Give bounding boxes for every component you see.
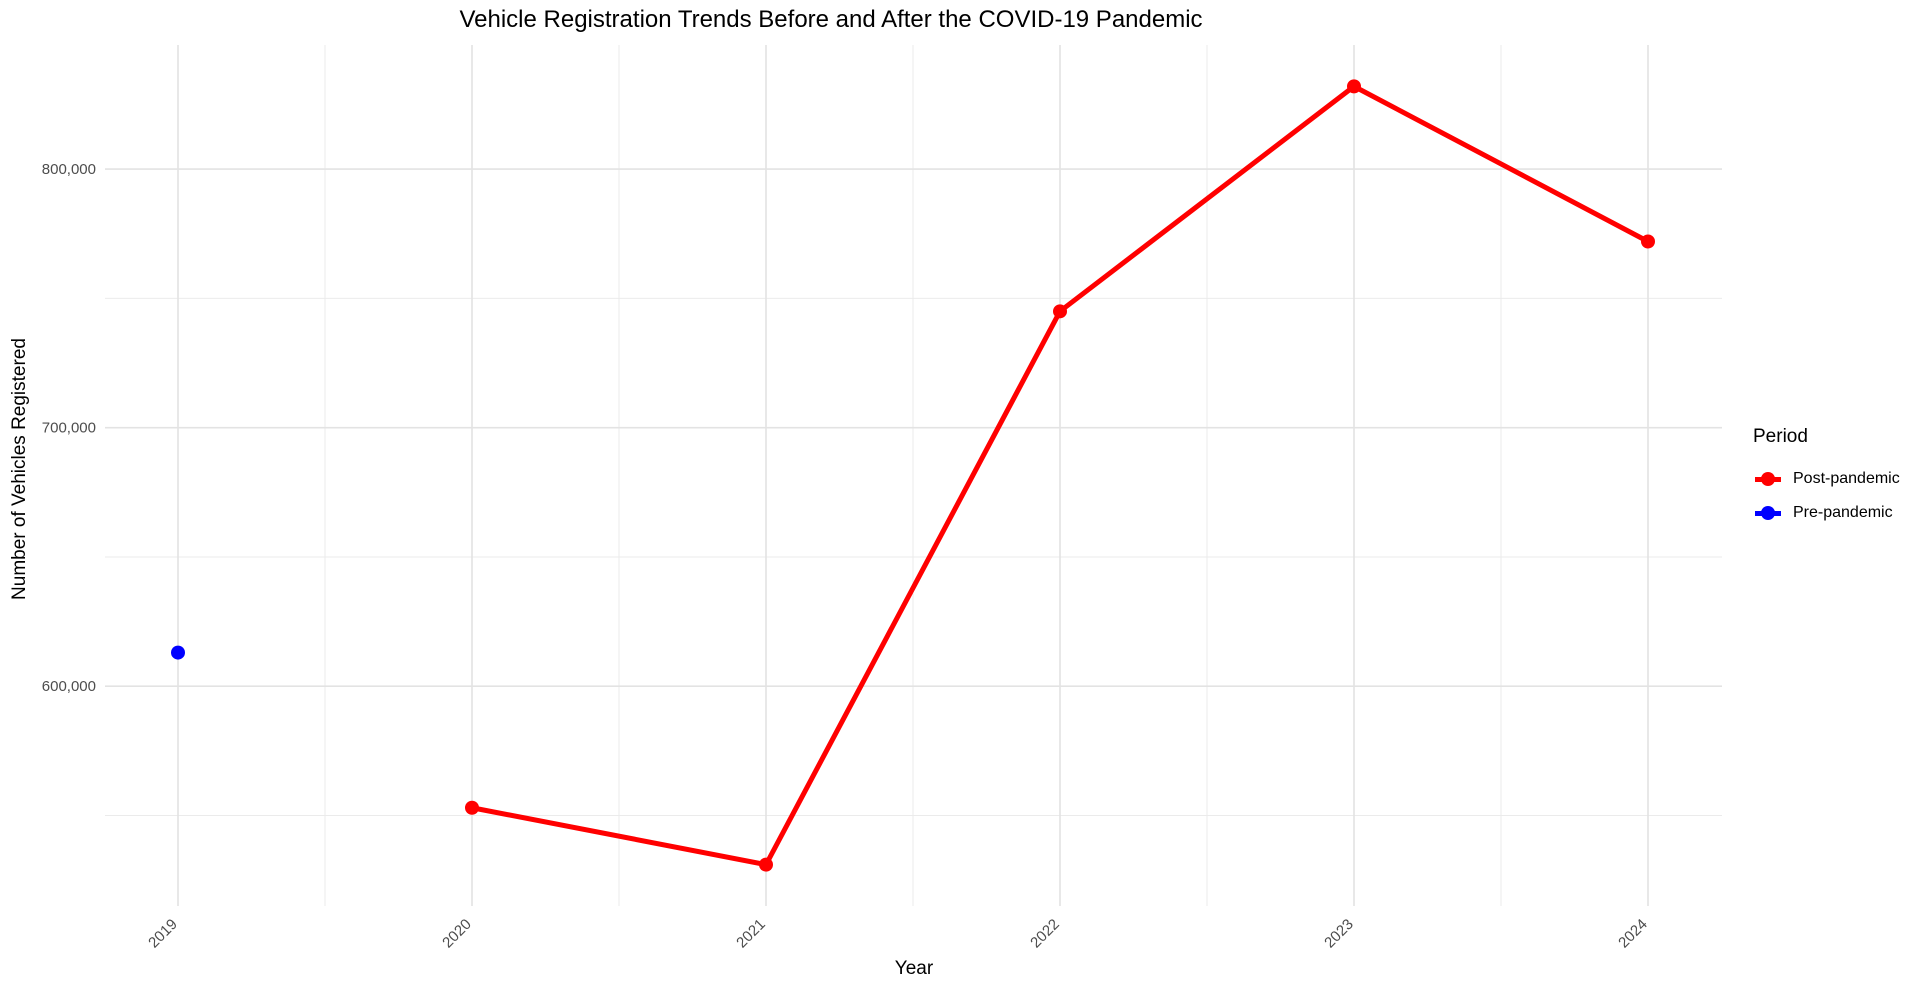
x-axis-label: Year [894, 958, 934, 979]
chart-title: Vehicle Registration Trends Before and A… [459, 6, 1203, 33]
legend-title: Period [1753, 426, 1808, 447]
legend-items: Post-pandemic Pre-pandemic [1753, 462, 1900, 530]
data-point-post-pandemic [1053, 304, 1067, 319]
legend-item-pre-pandemic: Pre-pandemic [1753, 496, 1900, 530]
x-tick-labels: 2019 2020 2021 2022 2023 2024 [145, 916, 1651, 952]
legend-key-post-pandemic [1753, 469, 1783, 489]
x-tick-label: 2019 [145, 916, 181, 952]
legend-key-pre-pandemic [1753, 503, 1783, 523]
major-gridlines [105, 45, 1722, 906]
y-tick-labels: 600,000 700,000 800,000 [42, 161, 96, 695]
data-point-post-pandemic [465, 800, 479, 815]
data-point-post-pandemic [1347, 79, 1361, 94]
x-tick-label: 2024 [1615, 916, 1651, 952]
minor-gridlines [105, 45, 1722, 906]
y-tick-label: 800,000 [42, 161, 96, 178]
legend-label: Pre-pandemic [1793, 504, 1893, 521]
x-tick-label: 2021 [733, 916, 769, 952]
legend-label: Post-pandemic [1793, 470, 1900, 487]
y-tick-label: 700,000 [42, 420, 96, 437]
series-points [171, 79, 1655, 872]
data-point-post-pandemic [1641, 234, 1655, 249]
x-tick-label: 2020 [439, 916, 475, 952]
data-point-post-pandemic [759, 857, 773, 872]
x-tick-label: 2023 [1321, 916, 1357, 952]
x-tick-label: 2022 [1027, 916, 1063, 952]
y-axis-label: Number of Vehicles Registered [9, 338, 30, 600]
y-tick-label: 600,000 [42, 678, 96, 695]
data-point-pre-pandemic [171, 645, 185, 660]
legend: Period Post-pandemic Pre-pandemic [1753, 426, 1900, 530]
legend-item-post-pandemic: Post-pandemic [1753, 462, 1900, 496]
